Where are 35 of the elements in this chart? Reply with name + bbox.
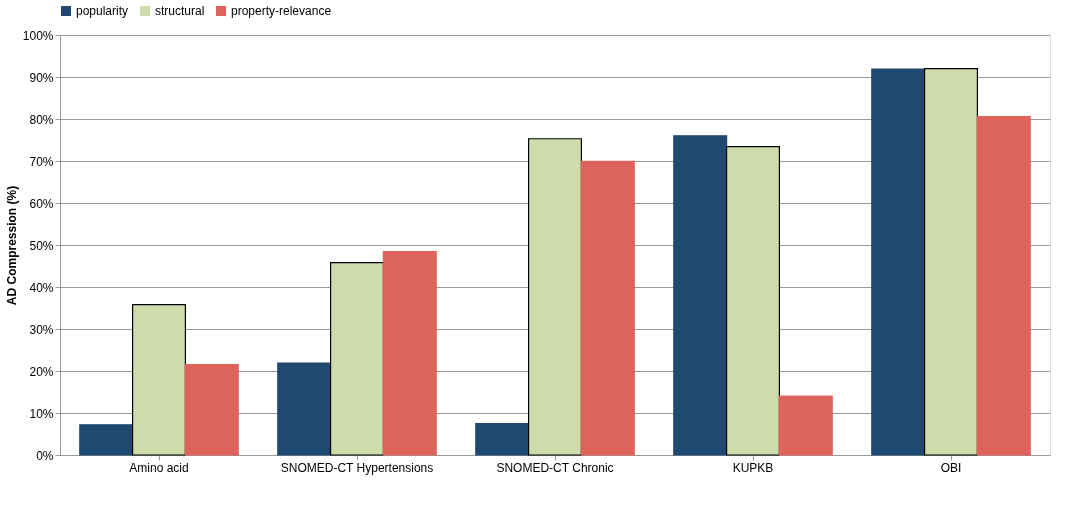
y-axis-title: AD Compression (%) — [4, 185, 19, 306]
bar — [871, 68, 926, 456]
x-tick-label: OBI — [940, 460, 962, 475]
y-tick-label: 60% — [29, 196, 54, 211]
bar — [726, 146, 780, 456]
y-tick-label: 30% — [29, 322, 54, 337]
x-tick-label: KUPKB — [732, 460, 774, 475]
x-tick-label: SNOMED-CT Chronic — [496, 460, 614, 475]
y-tick-label: 90% — [29, 70, 54, 85]
legend-label: popularity — [76, 4, 129, 18]
y-tick-label: 100% — [22, 28, 54, 43]
bar — [673, 135, 728, 456]
bar — [580, 160, 635, 456]
bar — [924, 68, 978, 456]
bar — [976, 115, 1031, 456]
bar — [330, 262, 384, 456]
bar — [475, 422, 530, 456]
bar — [184, 364, 239, 456]
x-tick-label: Amino acid — [129, 460, 189, 475]
y-tick-label: 50% — [29, 238, 54, 253]
bar — [79, 424, 134, 456]
bar — [528, 138, 582, 456]
y-tick-label: 0% — [36, 448, 54, 463]
y-tick-label: 40% — [29, 280, 54, 295]
y-tick-label: 80% — [29, 112, 54, 127]
x-tick-label: SNOMED-CT Hypertensions — [280, 460, 434, 475]
y-tick-label: 70% — [29, 154, 54, 169]
bar — [778, 395, 833, 456]
y-tick-label: 20% — [29, 364, 54, 379]
bar — [277, 362, 332, 456]
y-tick-label: 10% — [29, 406, 54, 421]
legend-label: structural — [155, 4, 205, 18]
legend-label: property-relevance — [231, 4, 332, 18]
bar — [132, 304, 186, 456]
bar — [382, 251, 437, 456]
